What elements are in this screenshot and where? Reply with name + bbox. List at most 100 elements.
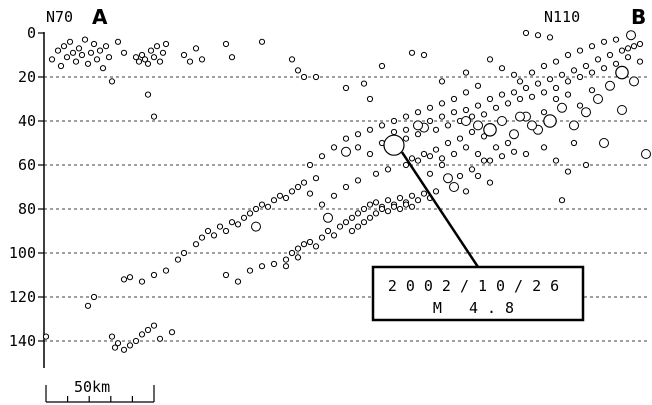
hypocenter-point [438, 113, 446, 120]
hypocenter-point [528, 69, 536, 76]
hypocenter-point [504, 139, 512, 147]
hypocenter-point [282, 194, 290, 202]
hypocenter-point [593, 94, 603, 104]
hypocenter-point [615, 65, 629, 80]
hypocenter-point [354, 177, 362, 184]
hypocenter-point [432, 188, 440, 195]
hypocenter-point [114, 38, 122, 45]
hypocenter-point [438, 100, 446, 107]
section-letter-b: B [631, 5, 646, 29]
hypocenter-point [288, 188, 296, 195]
annotation-date: 2002/10/26 [388, 277, 568, 295]
y-tick-label: 60 [18, 156, 36, 174]
hypocenter-point [462, 89, 470, 96]
hypocenter-point [540, 144, 548, 151]
hypocenter-point [282, 256, 290, 263]
hypocenter-point [414, 131, 422, 138]
hypocenter-point [498, 153, 506, 160]
hypocenter-point [498, 91, 506, 98]
hypocenter-point [414, 157, 422, 164]
hypocenter-point [576, 102, 584, 109]
section-left-end-label: N70 [46, 8, 73, 26]
hypocenter-point [569, 120, 579, 131]
hypocenter-point [552, 157, 560, 164]
hypocenter-point [198, 56, 206, 63]
hypocenter-point [588, 87, 596, 94]
hypocenter-point [558, 197, 566, 204]
hypocenter-point [378, 62, 386, 70]
hypocenter-point [498, 65, 506, 72]
hypocenter-point [390, 128, 398, 136]
hypocenter-point [252, 205, 260, 213]
hypocenter-point [240, 214, 248, 221]
hypocenter-point [354, 223, 362, 230]
hypocenter-point [510, 148, 518, 155]
hypocenter-point [552, 95, 560, 103]
hypocenter-point [402, 126, 410, 133]
hypocenter-point [557, 102, 567, 113]
hypocenter-point [384, 197, 392, 204]
hypocenter-point [330, 192, 338, 199]
hypocenter-point [354, 144, 362, 151]
hypocenter-point [156, 335, 164, 342]
hypocenter-point [483, 123, 497, 137]
hypocenter-point [480, 157, 488, 164]
hypocenter-point [612, 60, 620, 67]
hypocenter-point [462, 144, 470, 151]
hypocenter-point [294, 67, 302, 74]
hypocenter-point [159, 49, 167, 56]
hypocenter-point [93, 56, 101, 63]
hypocenter-point [552, 58, 560, 65]
hypocenter-point [306, 190, 314, 197]
hypocenter-point [222, 40, 230, 48]
hypocenter-point [294, 254, 302, 261]
hypocenter-point [84, 302, 92, 309]
hypocenter-point [468, 166, 476, 173]
hypocenter-point [378, 122, 386, 129]
hypocenter-point [396, 194, 404, 202]
hypocenter-point [432, 146, 440, 153]
hypocenter-point [570, 67, 578, 74]
hypocenter-point [450, 150, 458, 158]
hypocenter-point [624, 54, 632, 61]
hypocenter-point [144, 91, 152, 98]
hypocenter-point [276, 192, 284, 199]
hypocenter-point [480, 111, 488, 118]
hypocenter-point [390, 203, 398, 210]
hypocenter-point [348, 214, 356, 221]
hypocenter-point [636, 58, 644, 65]
hypocenter-point [408, 155, 416, 162]
hypocenter-point [75, 45, 83, 52]
hypocenter-point [246, 210, 254, 217]
hypocenter-point [150, 322, 158, 329]
hypocenter-point [449, 182, 459, 192]
hypocenter-point [617, 105, 627, 115]
hypocenter-point [162, 40, 170, 48]
hypocenter-point [144, 60, 152, 67]
hypocenter-point [443, 173, 453, 184]
hypocenter-point [497, 116, 507, 126]
hypocenter-point [600, 65, 608, 72]
hypocenter-point [342, 135, 350, 142]
hypocenter-point [312, 73, 320, 81]
hypocenter-point [90, 293, 98, 301]
hypocenter-point [72, 58, 80, 65]
hypocenter-point [168, 329, 176, 336]
hypocenter-point [426, 117, 434, 125]
hypocenter-point [605, 80, 615, 91]
hypocenter-point [312, 175, 320, 182]
section-letter-a: A [92, 5, 108, 29]
hypocenter-point [105, 54, 113, 61]
hypocenter-point [522, 150, 530, 158]
hypocenter-point [251, 221, 261, 232]
hypocenter-point [402, 113, 410, 120]
annotation-magnitude: M 4.8 [433, 299, 523, 317]
depth-ticks: 0 20 40 60 80 100 120 140 [9, 24, 44, 350]
hypocenter-point [473, 120, 483, 131]
hypocenter-point [383, 134, 405, 156]
hypocenter-point [444, 122, 452, 129]
hypocenter-point [96, 47, 104, 54]
hypocenter-point [540, 62, 548, 70]
hypocenter-point [420, 150, 428, 158]
